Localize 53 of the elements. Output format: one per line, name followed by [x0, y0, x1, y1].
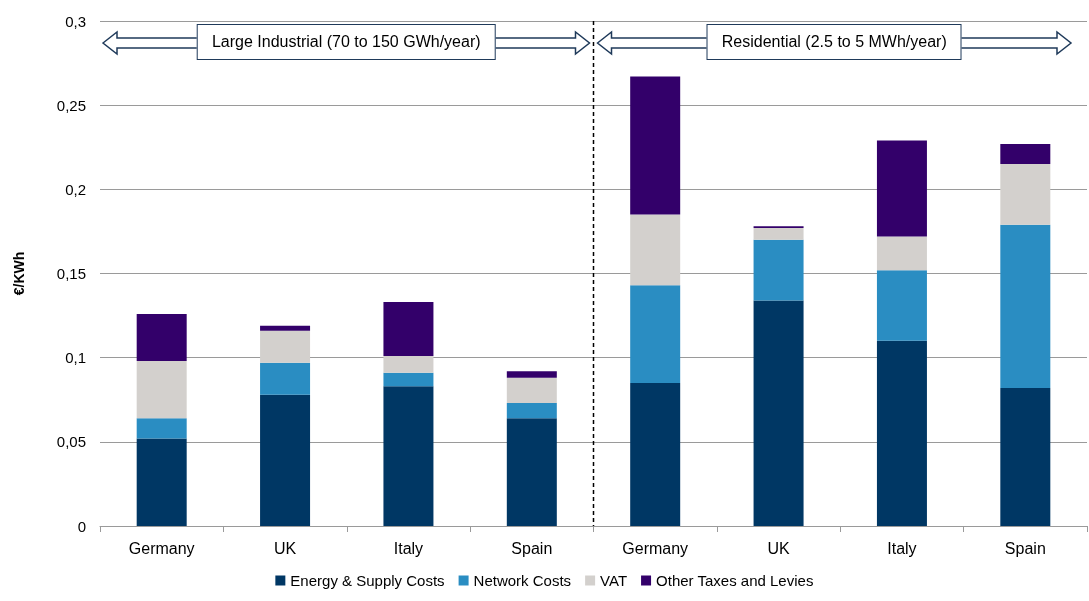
bar [260, 330, 311, 363]
bar [383, 355, 434, 373]
bar [383, 302, 434, 356]
bar [876, 340, 927, 526]
bar [136, 313, 187, 362]
bar [876, 270, 927, 341]
y-axis-title: €/KWh [11, 251, 27, 296]
bar [876, 140, 927, 237]
bar [136, 418, 187, 439]
bar [1000, 164, 1051, 225]
annotation: Residential (2.5 to 5 MWh/year) [706, 24, 962, 60]
y-tick-label: 0,05 [56, 433, 86, 451]
legend-label: Network Costs [473, 572, 572, 589]
bar [630, 285, 681, 383]
bar [260, 325, 311, 331]
legend-label: Energy & Supply Costs [290, 572, 445, 589]
bar [136, 438, 187, 526]
x-tick-label: Spain [511, 539, 553, 557]
x-tick-label: Germany [622, 539, 689, 557]
x-tick-label: UK [273, 539, 297, 557]
x-tick-label: Germany [128, 539, 195, 557]
y-tick-label: 0,2 [65, 180, 86, 198]
bar [630, 382, 681, 526]
bar [1000, 143, 1051, 165]
y-tick-label: 0,25 [56, 96, 86, 114]
x-tick-label: Italy [393, 539, 424, 557]
legend-label: VAT [600, 572, 628, 589]
bar [260, 394, 311, 526]
bar [506, 371, 557, 378]
bar [506, 377, 557, 404]
bar [136, 361, 187, 419]
y-tick-label: 0,15 [56, 265, 86, 282]
x-tick-label: Spain [1004, 539, 1046, 557]
y-tick-label: 0,1 [65, 349, 86, 367]
bar [630, 214, 681, 286]
y-tick-label: 0,3 [65, 12, 86, 30]
bar [753, 300, 804, 526]
bar [383, 372, 434, 387]
bar [260, 362, 311, 395]
annotation: Large Industrial (70 to 150 GWh/year) [196, 24, 496, 60]
y-tick-label: 0 [77, 517, 86, 535]
bar [1000, 224, 1051, 388]
bar [506, 403, 557, 419]
bar [753, 228, 804, 240]
bar [876, 236, 927, 271]
bar [383, 386, 434, 526]
bar [1000, 387, 1051, 526]
bar [630, 76, 681, 215]
bar [506, 418, 557, 526]
x-tick-label: Italy [887, 539, 917, 557]
x-tick-label: UK [767, 539, 790, 557]
legend-label: Other Taxes and Levies [656, 572, 814, 589]
bar [753, 239, 804, 301]
